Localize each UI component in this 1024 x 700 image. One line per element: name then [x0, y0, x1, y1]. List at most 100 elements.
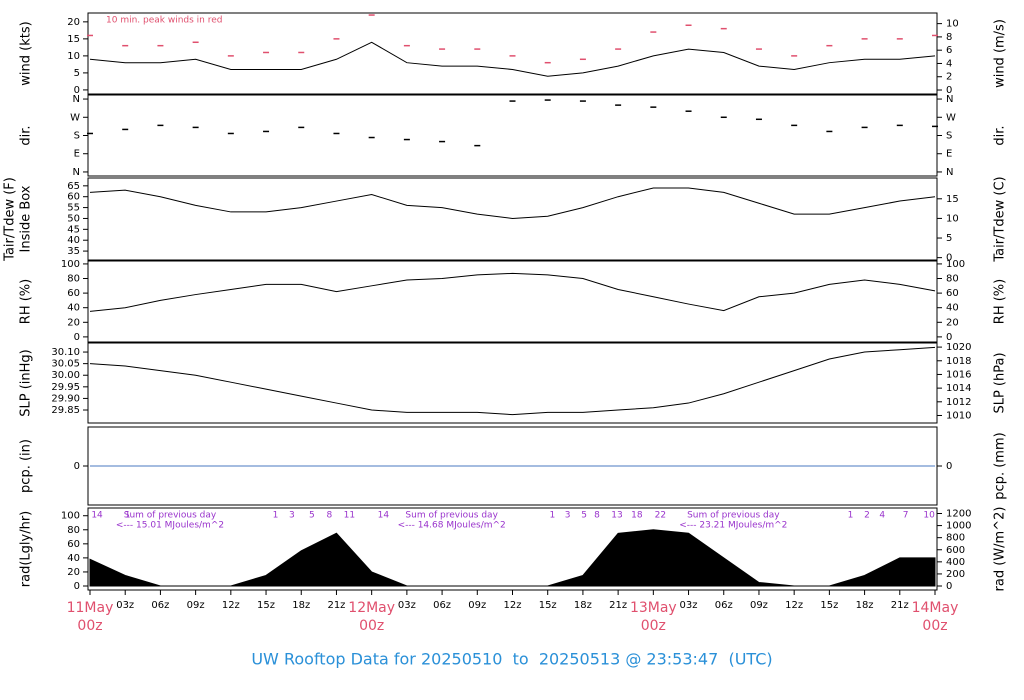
- annotation: 10 min. peak winds in red: [106, 16, 223, 26]
- x-tick-label: 15z: [257, 600, 275, 611]
- panel-frame: [87, 342, 938, 424]
- hour-mark: 7: [903, 511, 909, 521]
- x-tick-label: 12z: [222, 600, 240, 611]
- hour-mark: 5: [581, 511, 587, 521]
- date-label: 12May: [348, 600, 395, 616]
- hour-mark: 3: [289, 511, 295, 521]
- y-tick-label: 65: [67, 181, 80, 192]
- y-axis-label: rad(Lgly/hr): [19, 511, 34, 587]
- chart-title: UW Rooftop Data for 20250510 to 20250513…: [251, 650, 772, 669]
- y-axis-label: Tair/Tdew (F): [3, 177, 18, 262]
- y2-tick-label: S: [946, 131, 952, 142]
- y-tick-label: 20: [67, 567, 80, 578]
- y-tick-label: 60: [67, 539, 80, 550]
- data-line: [89, 346, 936, 416]
- y2-tick-label: 1200: [946, 508, 971, 519]
- y-tick-label: 0: [74, 332, 80, 343]
- date-label: 11May: [67, 600, 114, 616]
- x-tick-label: 09z: [468, 600, 486, 611]
- y2-tick-label: 1000: [946, 521, 971, 532]
- y2-tick-label: 0: [946, 581, 952, 592]
- y2-tick-label: 0: [946, 85, 952, 96]
- x-tick-label: 15z: [820, 600, 838, 611]
- date-label: 14May: [912, 600, 959, 616]
- y2-tick-label: 8: [946, 32, 952, 43]
- y-tick-label: 60: [67, 288, 80, 299]
- x-tick-label: 03z: [398, 600, 416, 611]
- y-tick-label: 80: [67, 274, 80, 285]
- y-tick-label: 29.85: [51, 405, 80, 416]
- y2-tick-label: E: [946, 149, 952, 160]
- x-tick-label: 00z: [922, 618, 947, 634]
- y2-tick-label: 100: [946, 259, 965, 270]
- hour-mark: 4: [879, 511, 885, 521]
- x-tick-label: 06z: [433, 600, 451, 611]
- x-tick-label: 12z: [785, 600, 803, 611]
- y2-tick-label: 200: [946, 569, 965, 580]
- y2-tick-label: 40: [946, 303, 959, 314]
- y2-tick-label: 4: [946, 58, 952, 69]
- hour-mark: 8: [327, 511, 333, 521]
- note: Sum of previous day: [405, 511, 498, 521]
- y-tick-label: 15: [67, 34, 80, 45]
- hour-mark: 10: [923, 511, 935, 521]
- x-tick-label: 09z: [750, 600, 768, 611]
- hour-mark: 8: [594, 511, 600, 521]
- x-tick-label: 00z: [641, 618, 666, 634]
- y-tick-label: 20: [67, 317, 80, 328]
- y-tick-label: 5: [74, 68, 80, 79]
- hour-mark: 3: [565, 511, 571, 521]
- x-tick-label: 03z: [116, 600, 134, 611]
- data-line: [89, 272, 936, 312]
- y2-axis-label: dir.: [993, 125, 1008, 145]
- panel-frame: [87, 177, 938, 261]
- x-tick-label: 18z: [292, 600, 310, 611]
- y2-axis-label: wind (m/s): [993, 19, 1008, 88]
- x-tick-label: 21z: [327, 600, 345, 611]
- y2-tick-label: 1020: [946, 342, 971, 353]
- hour-mark: 13: [611, 511, 622, 521]
- y2-tick-label: 0: [946, 332, 952, 343]
- y-tick-label: 0: [74, 85, 80, 96]
- y-tick-label: S: [74, 131, 80, 142]
- y-tick-label: W: [70, 112, 80, 123]
- y-tick-label: 30.05: [51, 359, 80, 370]
- y2-tick-label: 1012: [946, 397, 971, 408]
- y2-tick-label: N: [946, 94, 953, 105]
- x-tick-label: 18z: [574, 600, 592, 611]
- y-tick-label: 80: [67, 525, 80, 536]
- y-tick-label: 29.95: [51, 382, 80, 393]
- y2-tick-label: 15: [946, 194, 959, 205]
- y-tick-label: 45: [67, 224, 80, 235]
- hour-mark: 1: [848, 511, 854, 521]
- y2-axis-label: pcp. (mm): [993, 432, 1008, 499]
- x-tick-label: 00z: [359, 618, 384, 634]
- data-line: [89, 41, 936, 77]
- data-line: [89, 187, 936, 219]
- y2-tick-label: 1010: [946, 410, 971, 421]
- y-tick-label: 100: [61, 511, 80, 522]
- hour-mark: 1: [125, 511, 131, 521]
- y2-tick-label: 0: [946, 461, 952, 472]
- y-axis-label: SLP (inHg): [19, 349, 34, 417]
- x-tick-label: 18z: [856, 600, 874, 611]
- x-tick-label: 15z: [539, 600, 557, 611]
- hour-mark: 1: [550, 511, 556, 521]
- hour-mark: 14: [378, 511, 390, 521]
- hour-mark: 1: [273, 511, 279, 521]
- y-axis-label: dir.: [19, 125, 34, 145]
- panel-frame: [87, 12, 938, 95]
- x-tick-label: 21z: [891, 600, 909, 611]
- y-axis-label: RH (%): [19, 279, 34, 324]
- note: Sum of previous day: [124, 511, 217, 521]
- y2-tick-label: 1014: [946, 383, 971, 394]
- y-tick-label: 30.10: [51, 347, 80, 358]
- y2-tick-label: 10: [946, 19, 959, 30]
- x-tick-label: 06z: [715, 600, 733, 611]
- hour-mark: 2: [864, 511, 870, 521]
- y2-tick-label: 6: [946, 45, 952, 56]
- y-tick-label: 40: [67, 553, 80, 564]
- y-axis-label: pcp. (in): [19, 439, 34, 493]
